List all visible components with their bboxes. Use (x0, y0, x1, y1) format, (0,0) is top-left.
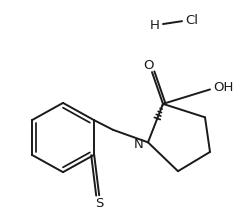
Text: S: S (95, 197, 103, 210)
Text: Cl: Cl (185, 14, 198, 27)
Text: OH: OH (213, 81, 233, 94)
Text: N: N (134, 138, 144, 151)
Text: H: H (150, 20, 160, 33)
Text: O: O (143, 59, 153, 72)
